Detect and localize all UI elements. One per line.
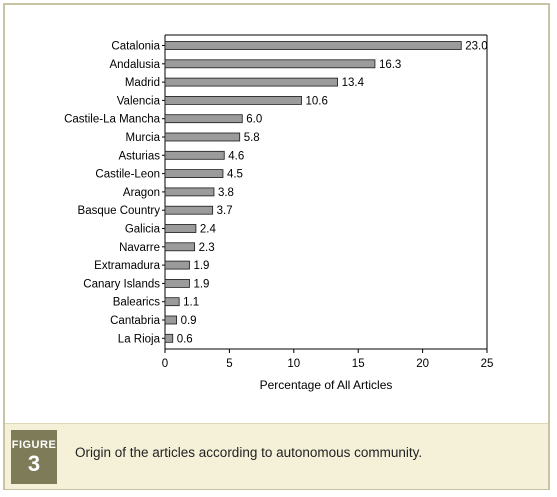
bar-madrid — [164, 77, 338, 87]
caption-band: FIGURE 3 Origin of the articles accordin… — [5, 423, 548, 489]
category-label-basque-country: Basque Country — [78, 205, 161, 217]
value-label-andalusia: 16.3 — [379, 59, 401, 71]
bar-castile-leon — [164, 169, 224, 179]
value-label-catalonia: 23.0 — [465, 41, 487, 53]
bar-extramadura — [164, 260, 190, 270]
bar-galicia — [164, 224, 197, 233]
bar-catalonia — [164, 41, 462, 50]
value-label-balearics: 1.1 — [183, 297, 199, 309]
category-label-castile-leon: Castile-Leon — [95, 169, 160, 181]
value-label-navarre: 2.3 — [199, 242, 215, 254]
category-label-cantabria: Cantabria — [110, 315, 160, 327]
bar-navarre — [164, 242, 196, 252]
value-label-castile-la-mancha: 6.0 — [246, 114, 262, 126]
chart-area: Catalonia 23.0 Andalusia 16.3 Madrid 13.4 Vale… — [5, 5, 552, 423]
figure-badge: FIGURE 3 — [11, 430, 57, 484]
bar-la-rioja — [164, 333, 174, 343]
figure-frame: Catalonia 23.0 Andalusia 16.3 Madrid 13.4 Vale… — [3, 3, 550, 490]
bar-aragon — [164, 187, 215, 197]
x-tick-label: 0 — [162, 358, 168, 370]
figure-caption: Origin of the articles according to auto… — [75, 445, 423, 460]
value-label-basque-country: 3.7 — [217, 205, 233, 217]
bar-valencia — [164, 96, 302, 105]
value-label-castile-leon: 4.5 — [227, 169, 243, 181]
bar-murcia — [164, 132, 241, 142]
bar-chart: Catalonia 23.0 Andalusia 16.3 Madrid 13.4 Vale… — [64, 34, 494, 392]
bars-group: Catalonia 23.0 Andalusia 16.3 Madrid 13.4 Vale… — [64, 41, 488, 346]
category-label-extramadura: Extramadura — [94, 260, 160, 272]
value-label-madrid: 13.4 — [342, 77, 365, 89]
category-label-castile-la-mancha: Castile-La Mancha — [64, 114, 160, 126]
value-label-aragon: 3.8 — [218, 187, 234, 199]
figure-badge-label: FIGURE — [11, 439, 57, 451]
category-label-balearics: Balearics — [113, 297, 161, 309]
x-tick-label: 20 — [416, 358, 429, 370]
x-ticks-group: 0 5 10 15 20 25 — [162, 349, 494, 370]
value-label-cantabria: 0.9 — [181, 315, 197, 327]
category-label-navarre: Navarre — [119, 242, 160, 254]
bar-castile-la-mancha — [164, 114, 243, 124]
x-tick-label: 15 — [352, 358, 365, 370]
value-label-la-rioja: 0.6 — [177, 333, 193, 345]
category-label-andalusia: Andalusia — [109, 59, 160, 71]
bar-basque-country — [164, 205, 214, 215]
value-label-asturias: 4.6 — [228, 150, 244, 162]
x-tick-label: 10 — [287, 358, 300, 370]
bar-cantabria — [164, 315, 177, 325]
category-label-madrid: Madrid — [125, 77, 160, 89]
category-label-canary-islands: Canary Islands — [83, 278, 160, 290]
category-label-aragon: Aragon — [123, 187, 160, 199]
x-tick-label: 5 — [226, 358, 232, 370]
category-label-galicia: Galicia — [125, 224, 161, 236]
figure-badge-number: 3 — [27, 451, 41, 476]
value-label-galicia: 2.4 — [200, 224, 217, 236]
value-label-valencia: 10.6 — [306, 95, 328, 107]
bar-asturias — [164, 150, 225, 160]
category-label-asturias: Asturias — [118, 150, 160, 162]
value-label-extramadura: 1.9 — [193, 260, 209, 272]
value-label-canary-islands: 1.9 — [193, 278, 209, 290]
bar-canary-islands — [164, 278, 190, 288]
x-tick-label: 25 — [481, 358, 494, 370]
category-label-catalonia: Catalonia — [111, 41, 160, 53]
bar-andalusia — [164, 59, 376, 69]
category-label-la-rioja: La Rioja — [118, 333, 161, 345]
category-label-murcia: Murcia — [125, 132, 160, 144]
bar-balearics — [164, 297, 180, 307]
x-axis-label: Percentage of All Articles — [260, 378, 393, 392]
value-label-murcia: 5.8 — [244, 132, 260, 144]
category-label-valencia: Valencia — [117, 95, 161, 107]
